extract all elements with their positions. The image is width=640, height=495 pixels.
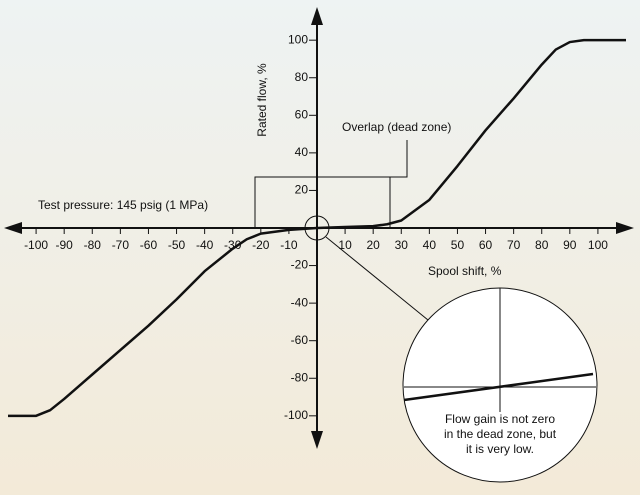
y-tick-label: 100: [288, 32, 308, 46]
x-tick-label: -40: [196, 238, 214, 252]
x-tick-label: 60: [479, 238, 493, 252]
zoom-circle: [304, 215, 330, 241]
x-tick-label: 10: [338, 238, 352, 252]
curve: [8, 38, 626, 418]
arrow-right: [616, 222, 634, 234]
y-tick-label: 80: [295, 70, 309, 84]
y-tick-label: 40: [295, 145, 309, 159]
x-tick-label: 80: [535, 238, 549, 252]
x-tick-label: -100: [24, 238, 48, 252]
y-tick-label: -20: [291, 258, 309, 272]
test-pressure: Test pressure: 145 psig (1 MPa): [38, 198, 208, 212]
x-tick-label: 70: [507, 238, 521, 252]
inset: Flow gain is not zero in the dead zone, …: [304, 215, 598, 483]
x-tick-label: -90: [56, 238, 74, 252]
x-tick-label: 40: [423, 238, 437, 252]
x-tick-label: -50: [168, 238, 186, 252]
y-tick-label: 20: [295, 183, 309, 197]
dead-zone-bracket: [254, 140, 408, 228]
arrow-left: [4, 222, 22, 234]
arrow-down: [311, 431, 323, 449]
x-tick-label: -20: [252, 238, 270, 252]
x-tick-label: -60: [140, 238, 158, 252]
y-tick-label: -60: [291, 333, 309, 347]
overlap-label: Overlap (dead zone): [342, 120, 451, 134]
y-tick-label: -100: [284, 408, 308, 422]
arrow-up: [311, 7, 323, 25]
y-tick-label: -40: [291, 295, 309, 309]
x-tick-label: 30: [395, 238, 409, 252]
bracket-line: [254, 140, 408, 228]
x-tick-label: 100: [588, 238, 608, 252]
x-tick-label: 90: [563, 238, 577, 252]
x-tick-label: -80: [84, 238, 102, 252]
inset-curve: [403, 372, 594, 402]
inset-text: Flow gain is not zero: [445, 412, 555, 426]
x-tick-label: -10: [280, 238, 298, 252]
y-tick-label: -80: [291, 370, 309, 384]
x-tick-label: 20: [367, 238, 381, 252]
zoom-connector: [325, 236, 429, 321]
x-tick-label: -70: [112, 238, 130, 252]
y-axis-label: Rated flow, %: [255, 63, 269, 137]
x-tick-label: 50: [451, 238, 465, 252]
y-tick-label: 60: [295, 107, 309, 121]
inset-text: in the dead zone, but: [444, 427, 557, 441]
inset-text: it is very low.: [466, 442, 534, 456]
x-axis-label: Spool shift, %: [428, 264, 502, 278]
x-tick-label: -30: [224, 238, 242, 252]
